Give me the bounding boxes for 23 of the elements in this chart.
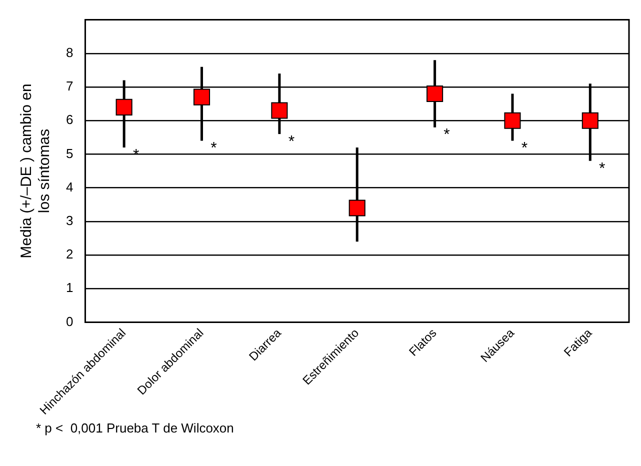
y-tick-label: 4 [66, 179, 74, 194]
annotation: * [599, 160, 606, 178]
y-tick-label: 0 [66, 314, 74, 329]
point [271, 102, 288, 119]
point [348, 200, 366, 216]
point [504, 112, 521, 129]
point [582, 112, 598, 129]
y-tick-label: 5 [66, 146, 74, 161]
text: * p < 0,001 Prueba T de Wilcoxon [36, 420, 234, 436]
y-tick-label: 3 [66, 212, 74, 228]
annotation: * [210, 140, 217, 158]
y-tick-label: 6 [66, 112, 74, 128]
annotation: * [521, 140, 528, 158]
point [193, 88, 210, 106]
y-tick-label: 7 [66, 78, 74, 94]
y-tick-label: 2 [66, 246, 74, 262]
annotation: * [288, 133, 295, 150]
annotation: * [444, 126, 450, 144]
point [116, 98, 132, 116]
point [426, 85, 444, 102]
y-tick-label: 8 [66, 44, 74, 60]
y-axis-title: Media (+/–DE ) cambio en los síntomas [18, 84, 54, 258]
y-tick-label: 1 [66, 280, 74, 296]
